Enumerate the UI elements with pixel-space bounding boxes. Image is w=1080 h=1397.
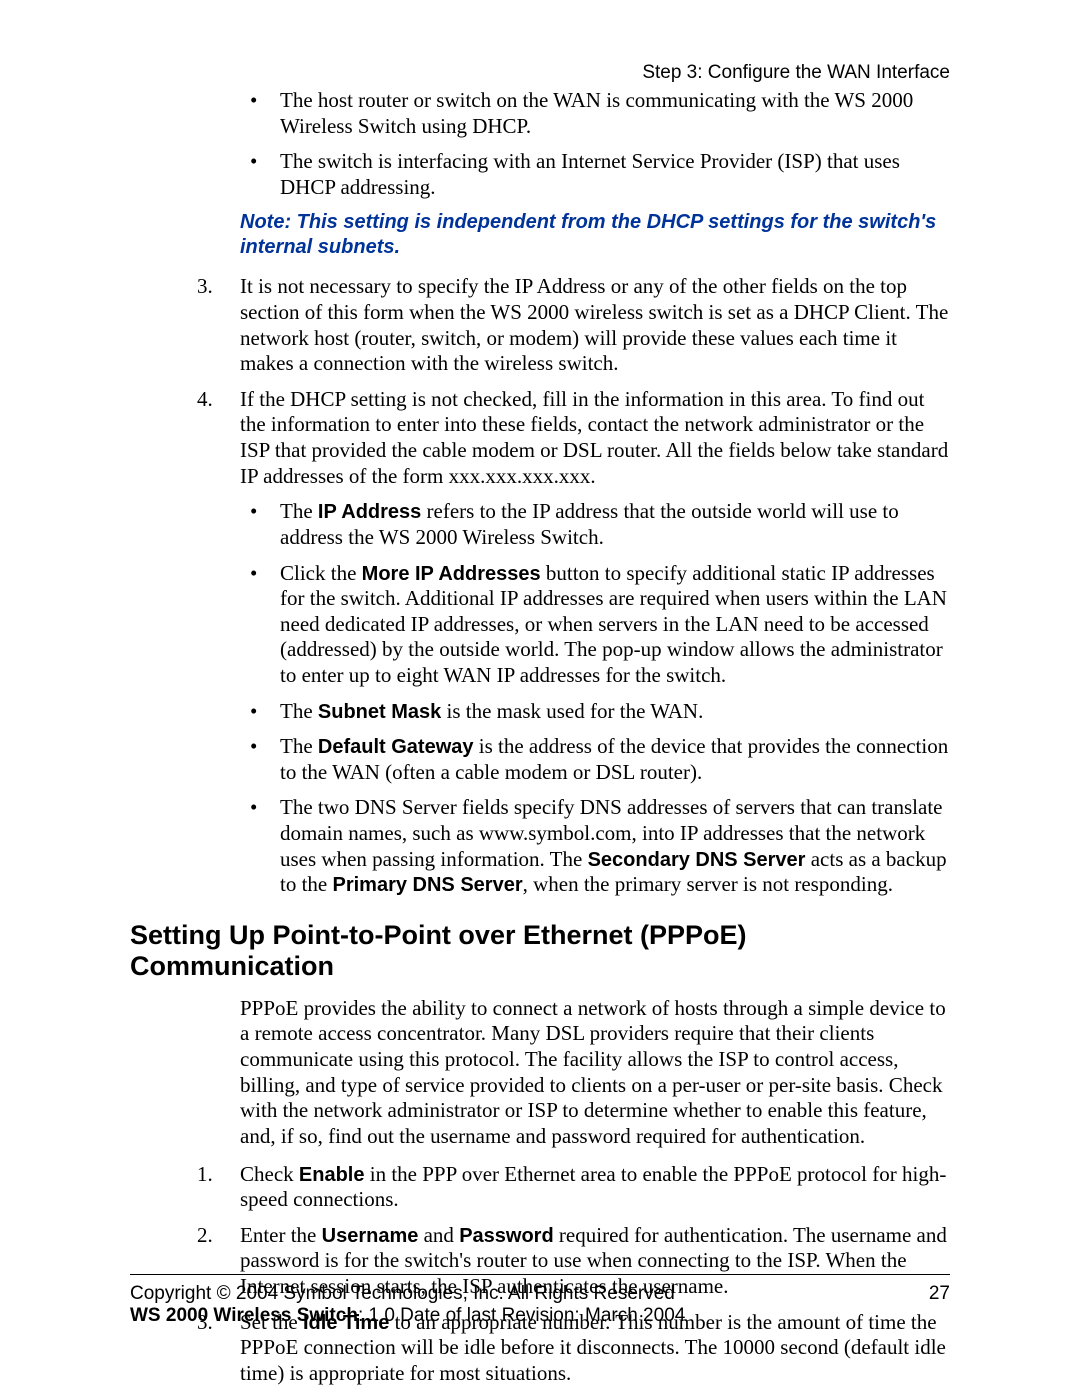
page-header: Step 3: Configure the WAN Interface bbox=[642, 62, 950, 84]
list-number: 1. bbox=[197, 1162, 213, 1188]
document-page: Step 3: Configure the WAN Interface The … bbox=[0, 0, 1080, 1397]
term-username: Username bbox=[322, 1225, 419, 1247]
bullet-item: The IP Address refers to the IP address … bbox=[240, 499, 950, 550]
footer-copyright: Copyright © 2004 Symbol Technologies, In… bbox=[130, 1283, 675, 1305]
bullet-item: Click the More IP Addresses button to sp… bbox=[240, 561, 950, 689]
note-text: Note: This setting is independent from t… bbox=[240, 210, 950, 260]
term-default-gateway: Default Gateway bbox=[318, 736, 474, 758]
term-ip-address: IP Address bbox=[318, 501, 421, 523]
footer-product: WS 2000 Wireless Switch bbox=[130, 1305, 358, 1326]
list-item: 4. If the DHCP setting is not checked, f… bbox=[130, 387, 950, 898]
paragraph: PPPoE provides the ability to connect a … bbox=[240, 996, 950, 1150]
page-content: The host router or switch on the WAN is … bbox=[130, 88, 950, 1396]
list-item: 1. Check Enable in the PPP over Ethernet… bbox=[130, 1162, 950, 1213]
term-secondary-dns: Secondary DNS Server bbox=[588, 849, 806, 871]
bullet-item: The Default Gateway is the address of th… bbox=[240, 734, 950, 785]
list-number: 2. bbox=[197, 1223, 213, 1249]
page-footer: Copyright © 2004 Symbol Technologies, In… bbox=[130, 1274, 950, 1327]
term-enable: Enable bbox=[299, 1164, 365, 1186]
term-more-ip: More IP Addresses bbox=[362, 563, 541, 585]
footer-page-number: 27 bbox=[929, 1283, 950, 1305]
section-heading: Setting Up Point-to-Point over Ethernet … bbox=[130, 920, 950, 982]
term-password: Password bbox=[459, 1225, 553, 1247]
list-number: 3. bbox=[197, 274, 213, 300]
bullet-item: The two DNS Server fields specify DNS ad… bbox=[240, 795, 950, 897]
bullet-item: The host router or switch on the WAN is … bbox=[240, 88, 950, 139]
term-subnet-mask: Subnet Mask bbox=[318, 701, 441, 723]
list-number: 4. bbox=[197, 387, 213, 413]
bullet-item: The switch is interfacing with an Intern… bbox=[240, 149, 950, 200]
list-item: The host router or switch on the WAN is … bbox=[130, 88, 950, 200]
term-primary-dns: Primary DNS Server bbox=[333, 874, 523, 896]
list-text: If the DHCP setting is not checked, fill… bbox=[240, 387, 948, 488]
footer-revision: : 1.0 Date of last Revision: March 2004 bbox=[358, 1305, 685, 1326]
list-text: It is not necessary to specify the IP Ad… bbox=[240, 274, 948, 375]
list-item: 3. It is not necessary to specify the IP… bbox=[130, 274, 950, 376]
bullet-item: The Subnet Mask is the mask used for the… bbox=[240, 699, 950, 725]
